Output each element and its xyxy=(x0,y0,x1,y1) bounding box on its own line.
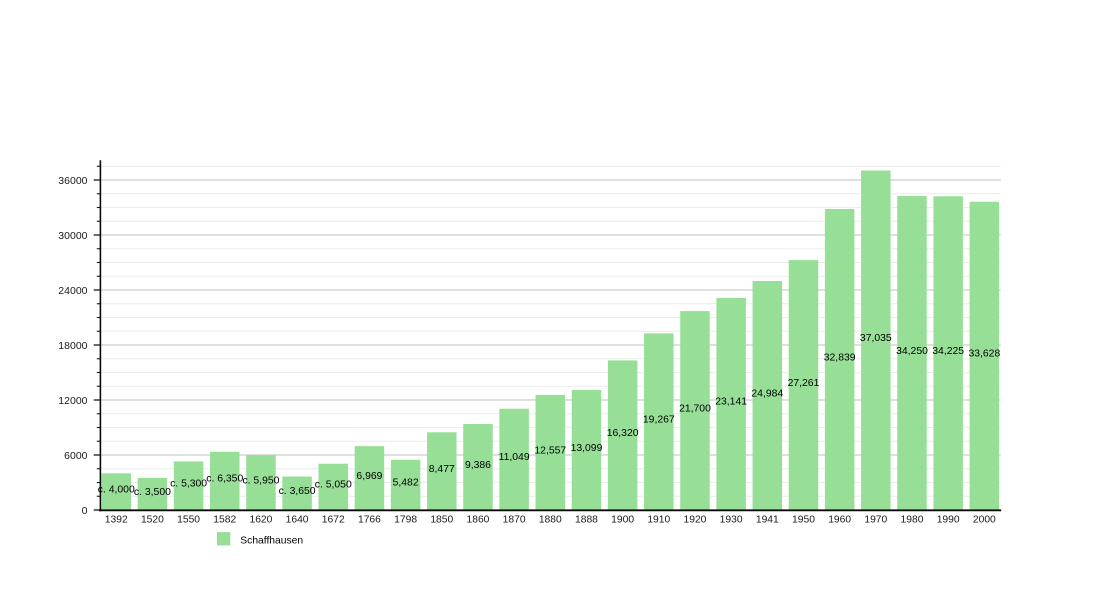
svg-text:18000: 18000 xyxy=(58,340,87,352)
svg-text:1930: 1930 xyxy=(720,515,743,526)
svg-text:32,839: 32,839 xyxy=(824,352,856,363)
svg-text:33,628: 33,628 xyxy=(968,349,1000,360)
svg-text:34,250: 34,250 xyxy=(896,346,928,357)
svg-text:1392: 1392 xyxy=(105,515,128,526)
svg-text:1620: 1620 xyxy=(249,515,272,526)
svg-text:0: 0 xyxy=(82,505,88,517)
svg-text:37,035: 37,035 xyxy=(860,333,892,344)
svg-text:1550: 1550 xyxy=(177,515,200,526)
svg-text:8,477: 8,477 xyxy=(429,464,455,475)
svg-text:5,482: 5,482 xyxy=(393,478,419,489)
svg-text:12000: 12000 xyxy=(58,395,87,407)
svg-text:12,557: 12,557 xyxy=(534,445,566,456)
svg-text:1880: 1880 xyxy=(539,515,562,526)
svg-text:1888: 1888 xyxy=(575,515,598,526)
svg-text:1910: 1910 xyxy=(647,515,670,526)
svg-text:1870: 1870 xyxy=(503,515,526,526)
svg-text:c. 3,500: c. 3,500 xyxy=(134,487,171,498)
svg-text:1582: 1582 xyxy=(213,515,236,526)
svg-text:1970: 1970 xyxy=(864,515,887,526)
svg-text:c. 5,050: c. 5,050 xyxy=(315,480,352,491)
svg-text:34,225: 34,225 xyxy=(932,346,964,357)
svg-text:1950: 1950 xyxy=(792,515,815,526)
svg-text:c. 5,950: c. 5,950 xyxy=(242,476,279,487)
svg-text:1860: 1860 xyxy=(466,515,489,526)
svg-text:1980: 1980 xyxy=(901,515,924,526)
svg-text:16,320: 16,320 xyxy=(607,428,639,439)
svg-text:30000: 30000 xyxy=(58,230,87,242)
svg-text:27,261: 27,261 xyxy=(788,378,820,389)
svg-text:24,984: 24,984 xyxy=(751,388,783,399)
svg-text:Schaffhausen: Schaffhausen xyxy=(240,535,303,546)
svg-text:1960: 1960 xyxy=(828,515,851,526)
svg-text:c. 3,650: c. 3,650 xyxy=(279,486,316,497)
svg-text:1766: 1766 xyxy=(358,515,381,526)
svg-text:13,099: 13,099 xyxy=(571,443,603,454)
svg-text:1672: 1672 xyxy=(322,515,345,526)
svg-text:11,049: 11,049 xyxy=(499,452,530,463)
svg-text:2000: 2000 xyxy=(973,515,996,526)
svg-text:c. 5,300: c. 5,300 xyxy=(170,479,207,490)
svg-text:36000: 36000 xyxy=(58,175,87,187)
svg-text:1920: 1920 xyxy=(684,515,707,526)
svg-text:6,969: 6,969 xyxy=(356,471,382,482)
svg-text:1990: 1990 xyxy=(937,515,960,526)
svg-text:1941: 1941 xyxy=(756,515,779,526)
svg-text:1520: 1520 xyxy=(141,515,164,526)
svg-text:21,700: 21,700 xyxy=(679,403,711,414)
svg-text:1850: 1850 xyxy=(430,515,453,526)
svg-text:1798: 1798 xyxy=(394,515,417,526)
svg-text:6000: 6000 xyxy=(64,450,88,462)
svg-text:1640: 1640 xyxy=(286,515,309,526)
svg-text:c. 6,350: c. 6,350 xyxy=(206,474,243,485)
svg-text:23,141: 23,141 xyxy=(715,397,747,408)
svg-text:19,267: 19,267 xyxy=(643,414,675,425)
svg-text:24000: 24000 xyxy=(58,285,87,297)
svg-text:c. 4,000: c. 4,000 xyxy=(98,484,135,495)
svg-text:1900: 1900 xyxy=(611,515,634,526)
svg-text:9,386: 9,386 xyxy=(465,460,491,471)
